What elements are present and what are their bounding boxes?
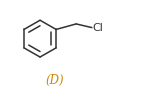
Text: (D): (D) [45, 74, 64, 86]
Text: Cl: Cl [93, 23, 104, 33]
